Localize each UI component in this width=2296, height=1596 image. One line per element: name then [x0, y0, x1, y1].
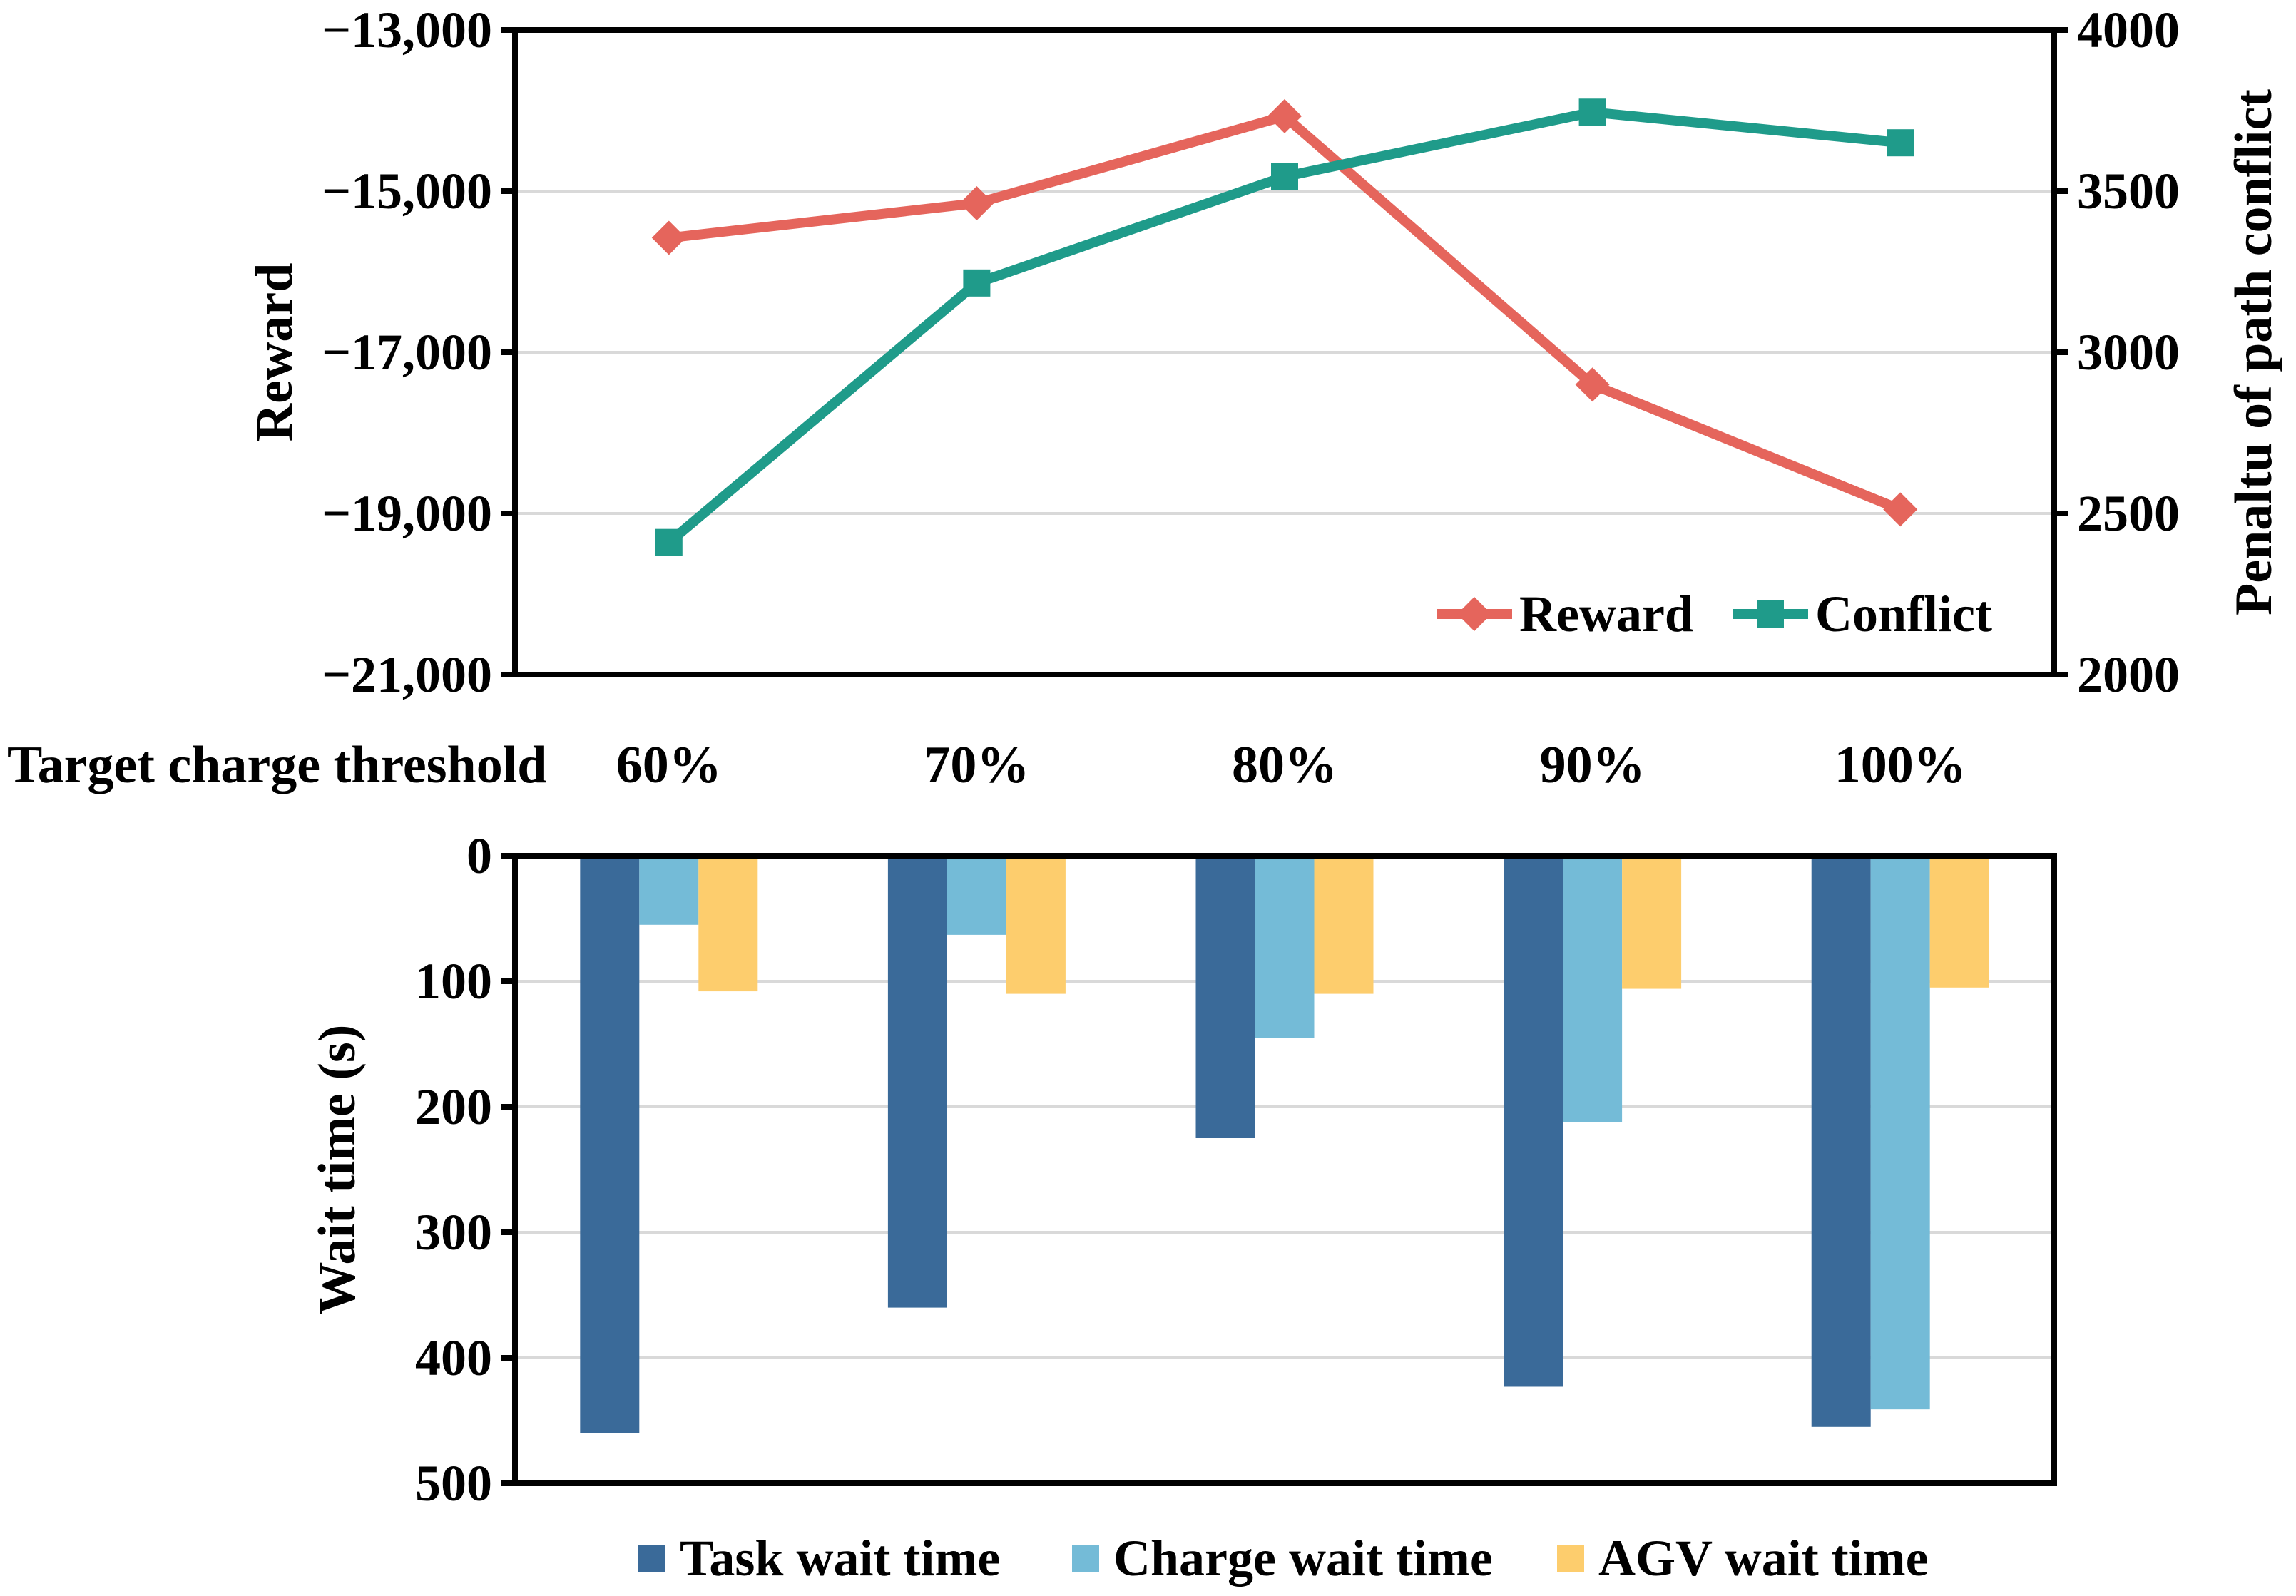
bottom-axis-tick-label: 200: [415, 1078, 492, 1135]
legend-agv-wait-time-square-icon: [1557, 1545, 1584, 1572]
charge-wait-time-bar: [1255, 856, 1315, 1038]
agv-wait-time-bar: [1314, 856, 1374, 994]
top-chart-line: −13,000 −15,000 −17,000 −19,000 −21,000 4000 3…: [322, 1, 2180, 703]
bottom-axis-tick-label: 500: [415, 1455, 492, 1512]
category-label: 80%: [1232, 736, 1337, 794]
top-left-axis-title: Reward: [245, 263, 304, 442]
task-wait-time-bar: [1811, 856, 1871, 1427]
task-wait-time-bar: [1195, 856, 1255, 1138]
shared-x-axis: 60% 70% 80% 90% 100%: [616, 736, 1966, 794]
x-axis-title: Target charge threshold: [7, 736, 546, 794]
task-wait-time-bar: [1504, 856, 1563, 1387]
legend-task-wait-time-label: Task wait time: [680, 1530, 1000, 1587]
bottom-plot-border: [512, 853, 2057, 1486]
right-axis-tick-label: 4000: [2077, 1, 2180, 58]
left-axis-tick-label: −19,000: [322, 485, 492, 542]
charge-wait-time-bar: [639, 856, 699, 925]
task-wait-time-bar: [580, 856, 640, 1433]
charge-wait-time-bar: [1870, 856, 1930, 1410]
bottom-axis-tick-label: 300: [415, 1204, 492, 1261]
top-right-axis-title: Penaltu of path conflict: [2225, 89, 2283, 615]
legend-reward-label: Reward: [1519, 585, 1693, 643]
agv-wait-time-bar: [1929, 856, 1989, 988]
bottom-axis-tick-label: 400: [415, 1329, 492, 1386]
right-axis-tick-label: 2000: [2077, 646, 2180, 703]
category-label: 70%: [924, 736, 1029, 794]
conflict-marker: [963, 269, 991, 297]
left-axis-tick-label: −15,000: [322, 163, 492, 220]
right-axis-tick-label: 3000: [2077, 324, 2180, 381]
bottom-axis-tick-label: 0: [466, 827, 492, 884]
legend-conflict-square-icon: [1757, 600, 1784, 628]
charge-wait-time-bar: [947, 856, 1006, 935]
charge-wait-time-bar: [1563, 856, 1623, 1122]
category-label: 90%: [1540, 736, 1646, 794]
left-axis-tick-label: −13,000: [322, 1, 492, 58]
conflict-marker: [1887, 129, 1914, 157]
legend-conflict-label: Conflict: [1815, 585, 1992, 643]
reward-marker: [959, 185, 994, 220]
bottom-axis-tick-label: 100: [415, 953, 492, 1010]
legend-task-wait-time-square-icon: [638, 1545, 665, 1572]
legend-agv-wait-time-label: AGV wait time: [1598, 1530, 1929, 1587]
bottom-chart-bars: 0 100 200 300 400 500 Task wait time Charge wai…: [415, 827, 2057, 1587]
conflict-marker: [1271, 163, 1298, 190]
reward-marker: [651, 220, 686, 255]
left-axis-tick-label: −17,000: [322, 324, 492, 381]
left-axis-tick-label: −21,000: [322, 646, 492, 703]
category-label: 60%: [616, 736, 722, 794]
legend-charge-wait-time-label: Charge wait time: [1113, 1530, 1493, 1587]
task-wait-time-bar: [887, 856, 947, 1308]
legend-reward-diamond-icon: [1457, 597, 1491, 631]
right-axis-tick-label: 2500: [2077, 485, 2180, 542]
bottom-left-axis-title: Wait time (s): [308, 1025, 367, 1315]
agv-wait-time-bar: [698, 856, 758, 992]
conflict-marker: [655, 528, 683, 556]
reward-marker: [1267, 98, 1302, 133]
reward-marker: [1883, 492, 1918, 527]
legend-charge-wait-time-square-icon: [1072, 1545, 1099, 1572]
reward-marker: [1575, 367, 1610, 402]
agv-wait-time-bar: [1622, 856, 1682, 989]
category-label: 100%: [1835, 736, 1966, 794]
right-axis-tick-label: 3500: [2077, 163, 2180, 220]
agv-wait-time-bar: [1006, 856, 1066, 994]
conflict-marker: [1578, 98, 1606, 126]
